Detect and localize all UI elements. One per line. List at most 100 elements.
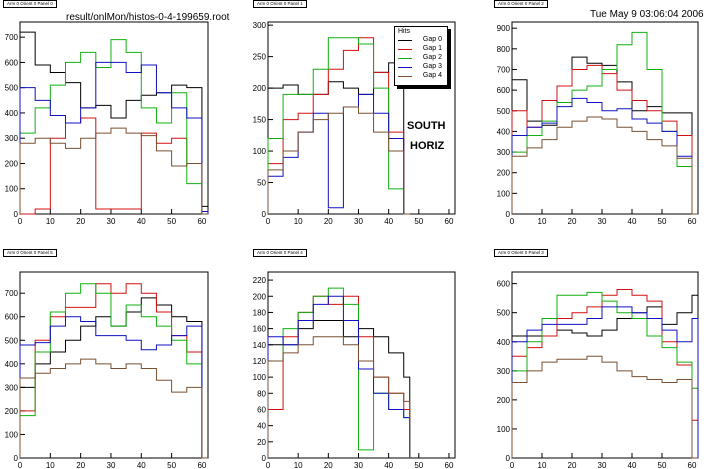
series-line [267,295,411,458]
x-tick-label: 20 [324,217,333,226]
series-line [267,93,410,215]
x-tick-label: 40 [137,217,146,226]
y-tick-label: 80 [257,389,266,398]
y-tick-label: 200 [5,159,19,168]
series-line [267,37,410,215]
x-tick-label: 30 [354,461,363,469]
y-tick-label: 300 [497,148,511,157]
y-tick-label: 100 [5,430,19,439]
x-tick-label: 0 [510,217,515,226]
timestamp: Tue May 9 03:06:04 2006 [590,9,704,20]
y-tick-label: 140 [253,341,267,350]
y-tick-label: 220 [253,276,267,285]
y-tick-label: 0 [14,210,19,219]
y-tick-label: 200 [253,292,267,301]
panel-title: Arm 0 Orient 0 Panel 0 [3,0,57,8]
x-tick-label: 60 [197,217,206,226]
series-line [267,106,410,215]
x-tick-label: 0 [18,217,23,226]
legend: Hits Gap 0 Gap 1 Gap 2 Gap 3 Gap 4 [394,26,448,86]
legend-title: Hits [398,28,411,35]
y-tick-label: 0 [262,210,267,219]
y-tick-label: 400 [5,109,19,118]
y-tick-label: 0 [14,454,19,463]
y-tick-label: 500 [5,336,19,345]
x-tick-label: 30 [598,461,607,469]
series-line [511,306,699,458]
series-line [511,291,699,458]
y-tick-label: 100 [5,185,19,194]
y-tick-label: 150 [253,116,267,125]
y-tick-label: 0 [506,210,511,219]
x-tick-label: 30 [107,217,116,226]
series-line [19,283,208,459]
x-tick-label: 0 [18,461,23,469]
x-tick-label: 20 [568,461,577,469]
y-tick-label: 400 [497,338,511,347]
x-tick-label: 40 [628,461,637,469]
x-tick-label: 0 [266,461,271,469]
series-line [511,31,698,215]
y-tick-label: 600 [5,313,19,322]
y-tick-label: 400 [5,360,19,369]
x-tick-label: 60 [688,217,697,226]
y-tick-label: 600 [497,280,511,289]
y-tick-label: 300 [5,134,19,143]
y-tick-label: 500 [5,84,19,93]
x-tick-label: 30 [107,461,116,469]
series-line [19,39,208,215]
x-tick-label: 0 [510,461,515,469]
series-line [19,297,208,459]
file-path: result/onlMon/histos-0-4-199659.root [66,12,230,23]
y-tick-label: 50 [257,179,266,188]
y-tick-label: 0 [262,454,267,463]
x-tick-label: 60 [688,461,697,469]
series-line [511,97,698,215]
x-tick-label: 10 [538,461,547,469]
x-tick-label: 50 [167,217,176,226]
y-tick-label: 300 [5,383,19,392]
y-tick-label: 40 [257,422,266,431]
series-line [19,31,209,214]
y-tick-label: 100 [497,425,511,434]
x-tick-label: 20 [568,217,577,226]
series-line [267,336,411,458]
y-tick-label: 500 [497,107,511,116]
x-tick-label: 20 [76,461,85,469]
x-tick-label: 10 [46,217,55,226]
x-tick-label: 10 [294,217,303,226]
y-tick-label: 100 [497,189,511,198]
panel-title: Arm 0 Orient 0 Panel 1 [253,0,307,8]
y-tick-label: 200 [497,396,511,405]
x-tick-label: 40 [384,461,393,469]
y-tick-label: 700 [5,33,19,42]
x-tick-label: 60 [445,461,454,469]
series-line [267,287,411,458]
x-tick-label: 40 [137,461,146,469]
y-tick-label: 250 [253,53,267,62]
y-tick-label: 120 [253,357,267,366]
y-tick-label: 100 [253,373,267,382]
x-tick-label: 60 [445,217,454,226]
y-tick-label: 0 [506,454,511,463]
plot-frame [511,271,699,459]
orientation-label: HORIZ [410,140,445,152]
x-tick-label: 50 [167,461,176,469]
series-line [19,127,208,215]
y-tick-label: 900 [497,24,511,33]
y-tick-label: 100 [253,147,267,156]
y-tick-label: 200 [497,169,511,178]
series-line [19,316,208,459]
x-tick-label: 50 [414,217,423,226]
x-tick-label: 40 [628,217,637,226]
y-tick-label: 180 [253,308,267,317]
x-tick-label: 60 [197,461,206,469]
series-line [511,116,698,215]
plot-frame [511,21,699,215]
y-tick-label: 200 [5,407,19,416]
y-tick-label: 500 [497,309,511,318]
legend-entry: Gap 1 [398,45,444,54]
y-tick-label: 800 [497,45,511,54]
series-line [511,288,699,458]
x-tick-label: 50 [414,461,423,469]
